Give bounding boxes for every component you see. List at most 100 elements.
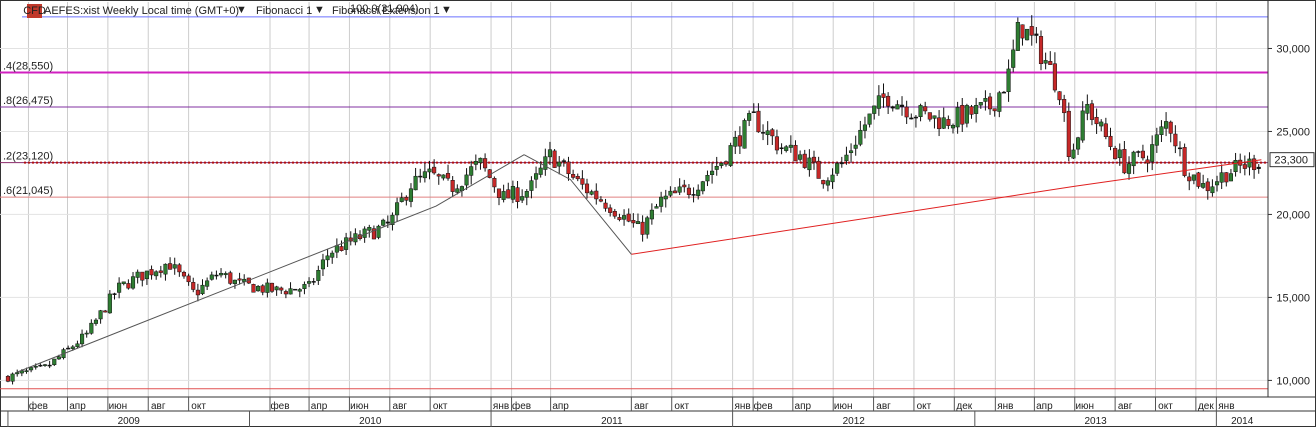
candle-body <box>918 105 923 117</box>
candle-body <box>1252 158 1257 171</box>
extension-dropdown-icon[interactable]: ▼ <box>441 4 452 16</box>
candle-body <box>603 202 608 209</box>
candle-body <box>816 160 821 179</box>
candle <box>1048 51 1053 65</box>
candle <box>47 360 52 369</box>
indicator-fibonacci[interactable]: Fibonacci 1 <box>256 5 312 17</box>
candle <box>547 141 553 165</box>
candle <box>478 157 483 170</box>
candle-body <box>862 124 868 131</box>
candle-body <box>747 113 752 121</box>
month-label: дек <box>1198 401 1214 412</box>
candle-body <box>251 284 256 293</box>
candle-body <box>84 332 89 335</box>
title-dropdown-icon[interactable]: ▼ <box>236 4 247 16</box>
candle-body <box>543 156 548 170</box>
candle <box>691 187 696 203</box>
candle-body <box>1015 22 1020 51</box>
month-label: фев <box>512 400 531 412</box>
candle-body <box>1071 149 1076 159</box>
candle <box>135 269 140 284</box>
candle <box>997 90 1002 118</box>
candle <box>1020 24 1025 46</box>
candlestick-series <box>5 15 1261 385</box>
candle-body <box>714 166 719 170</box>
candle-body <box>1219 172 1224 183</box>
candle-body <box>835 163 840 174</box>
candle <box>890 105 895 112</box>
candle <box>232 279 237 289</box>
candle-body <box>1066 110 1071 157</box>
year-label: 2010 <box>359 416 382 427</box>
cfd-badge-text: CFD <box>23 5 46 17</box>
candle <box>1043 52 1048 70</box>
candle-body <box>534 173 539 180</box>
candle <box>1154 127 1159 153</box>
month-label: авг <box>876 401 891 412</box>
candle <box>228 270 233 286</box>
candle-body <box>473 160 478 165</box>
month-label: апр <box>795 401 812 412</box>
candle-body <box>274 286 279 291</box>
candle <box>862 116 868 139</box>
candle <box>835 161 840 177</box>
candle-body <box>1247 158 1252 168</box>
candle <box>807 149 812 177</box>
candle-body <box>478 157 483 163</box>
candle <box>1201 174 1206 189</box>
candle <box>872 105 877 120</box>
candle-body <box>98 310 103 320</box>
candle <box>696 184 701 200</box>
candle <box>645 215 650 239</box>
candle <box>839 156 844 168</box>
candle-body <box>1062 99 1067 114</box>
candle-body <box>399 197 404 202</box>
candle <box>622 209 627 226</box>
candle-body <box>890 106 895 109</box>
candle <box>756 103 761 133</box>
candle <box>158 265 163 278</box>
candle-body <box>645 217 650 235</box>
candle <box>177 263 182 277</box>
year-label: 2009 <box>118 416 141 427</box>
candle-body <box>177 264 182 273</box>
month-label: янв <box>997 401 1013 412</box>
candle <box>80 329 85 348</box>
candle <box>344 232 349 255</box>
candle-body <box>793 144 798 162</box>
candle <box>844 146 849 165</box>
candle-body <box>941 117 946 129</box>
candle <box>107 290 112 314</box>
candle <box>686 184 691 199</box>
candle-body <box>705 175 710 182</box>
candle <box>98 309 103 324</box>
candle-body <box>515 187 520 202</box>
candle-body <box>557 161 562 167</box>
candle <box>524 189 529 206</box>
candle <box>1085 94 1090 121</box>
candle-body <box>371 228 376 240</box>
month-label: авг <box>1118 401 1133 412</box>
candle-body <box>1196 172 1201 187</box>
candle <box>1034 26 1039 44</box>
candle-body <box>617 217 622 220</box>
candle-body <box>390 214 395 225</box>
candle <box>103 309 108 313</box>
candle-body <box>886 95 891 107</box>
candle-body <box>450 180 455 192</box>
candle <box>408 183 414 208</box>
candle-body <box>10 373 15 382</box>
candle-body <box>686 187 691 195</box>
indicator-fibonacci-extension[interactable]: Fibonacci Extension 1 <box>332 5 440 17</box>
candle <box>1140 144 1145 161</box>
candle-body <box>135 271 140 278</box>
fibonacci-dropdown-icon[interactable]: ▼ <box>314 4 325 16</box>
candle <box>214 270 219 280</box>
candle-body <box>719 162 724 166</box>
candle-body <box>385 221 390 224</box>
candle <box>367 224 372 238</box>
candle-body <box>432 166 437 174</box>
candle-body <box>237 278 242 281</box>
candle <box>1099 119 1104 132</box>
